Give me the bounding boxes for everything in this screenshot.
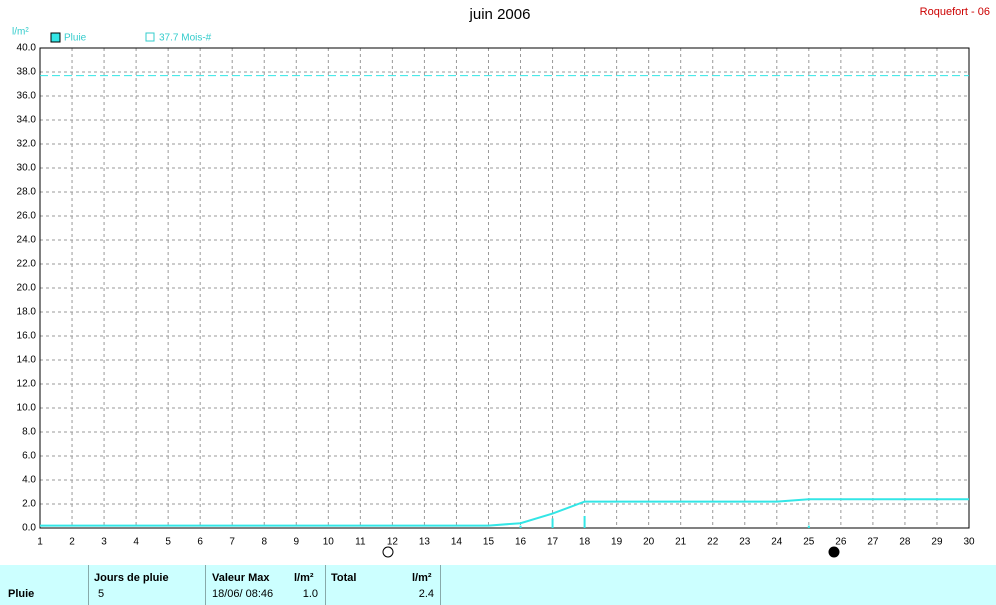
plot-frame xyxy=(39,47,970,529)
y-tick-label: 40.0 xyxy=(17,43,37,54)
y-tick-label: 38.0 xyxy=(17,67,37,78)
x-tick-label: 5 xyxy=(165,537,171,548)
y-tick-label: 20.0 xyxy=(17,283,37,294)
y-tick-label: 22.0 xyxy=(17,259,37,270)
y-tick-label: 0.0 xyxy=(22,523,36,534)
x-tick-label: 9 xyxy=(293,537,299,548)
moon-phase xyxy=(382,546,394,558)
x-tick-label: 18 xyxy=(579,537,591,548)
y-tick-label: 12.0 xyxy=(17,379,37,390)
header: Valeur Max xyxy=(212,572,270,584)
chart: juin 2006 Roquefort - 06 l/m² Pluie 37.7… xyxy=(12,6,990,558)
y-tick-label: 6.0 xyxy=(22,451,36,462)
y-tick-label: 8.0 xyxy=(22,427,36,438)
separator xyxy=(440,565,441,605)
x-tick-label: 16 xyxy=(515,537,527,548)
separator xyxy=(325,565,326,605)
y-tick-label: 26.0 xyxy=(17,211,37,222)
x-tick-label: 24 xyxy=(771,537,783,548)
header: Total xyxy=(331,572,357,584)
x-tick-label: 12 xyxy=(387,537,399,548)
x-tick-label: 7 xyxy=(229,537,235,548)
x-tick-label: 25 xyxy=(803,537,815,548)
x-tick-label: 11 xyxy=(355,537,366,548)
y-unit: l/m² xyxy=(12,27,29,38)
x-tick-label: 17 xyxy=(547,537,559,548)
x-tick-label: 22 xyxy=(707,537,719,548)
legend-swatch xyxy=(50,32,61,43)
cell: 5 xyxy=(98,588,105,600)
station-label: Roquefort - 06 xyxy=(920,6,990,18)
y-tick-label: 30.0 xyxy=(17,163,37,174)
x-tick-label: 27 xyxy=(867,537,879,548)
y-tick-label: 16.0 xyxy=(17,331,37,342)
legend-entry: Pluie xyxy=(64,33,87,44)
y-tick-label: 18.0 xyxy=(17,307,37,318)
y-tick-label: 10.0 xyxy=(17,403,37,414)
x-tick-label: 8 xyxy=(261,537,267,548)
x-tick-label: 1 xyxy=(37,537,43,548)
row-label: Pluie xyxy=(8,588,35,600)
x-tick-label: 28 xyxy=(899,537,911,548)
x-tick-label: 19 xyxy=(611,537,623,548)
moon-phase xyxy=(828,546,840,558)
separator xyxy=(205,565,206,605)
cell: 1.0 xyxy=(302,588,318,600)
legend-entry: 37.7 Mois-# xyxy=(159,33,212,44)
x-tick-label: 14 xyxy=(451,537,463,548)
x-tick-label: 30 xyxy=(963,537,975,548)
chart-title: juin 2006 xyxy=(469,6,531,23)
separator xyxy=(88,565,89,605)
x-tick-label: 20 xyxy=(643,537,655,548)
x-tick-label: 4 xyxy=(133,537,139,548)
x-tick-label: 3 xyxy=(101,537,107,548)
header: l/m² xyxy=(412,572,432,584)
x-tick-label: 29 xyxy=(931,537,943,548)
cell: 18/06/ 08:46 xyxy=(212,588,274,600)
y-tick-label: 34.0 xyxy=(17,115,37,126)
summary-table: Pluie Jours de pluie Valeur Max l/m² Tot… xyxy=(0,565,996,605)
y-tick-label: 2.0 xyxy=(22,499,36,510)
cell: 2.4 xyxy=(418,588,434,600)
header: l/m² xyxy=(294,572,314,584)
y-tick-label: 4.0 xyxy=(22,475,36,486)
x-tick-label: 6 xyxy=(197,537,203,548)
x-tick-label: 26 xyxy=(835,537,847,548)
x-tick-label: 15 xyxy=(483,537,495,548)
x-tick-label: 21 xyxy=(675,537,687,548)
y-tick-label: 32.0 xyxy=(17,139,37,150)
series-line xyxy=(40,498,969,527)
x-tick-label: 10 xyxy=(323,537,335,548)
x-tick-label: 13 xyxy=(419,537,431,548)
y-tick-label: 36.0 xyxy=(17,91,37,102)
y-tick-label: 28.0 xyxy=(17,187,37,198)
header: Jours de pluie xyxy=(94,572,169,584)
y-tick-label: 24.0 xyxy=(17,235,37,246)
legend-swatch xyxy=(145,32,155,42)
y-tick-label: 14.0 xyxy=(17,355,37,366)
x-tick-label: 2 xyxy=(69,537,75,548)
x-tick-label: 23 xyxy=(739,537,751,548)
